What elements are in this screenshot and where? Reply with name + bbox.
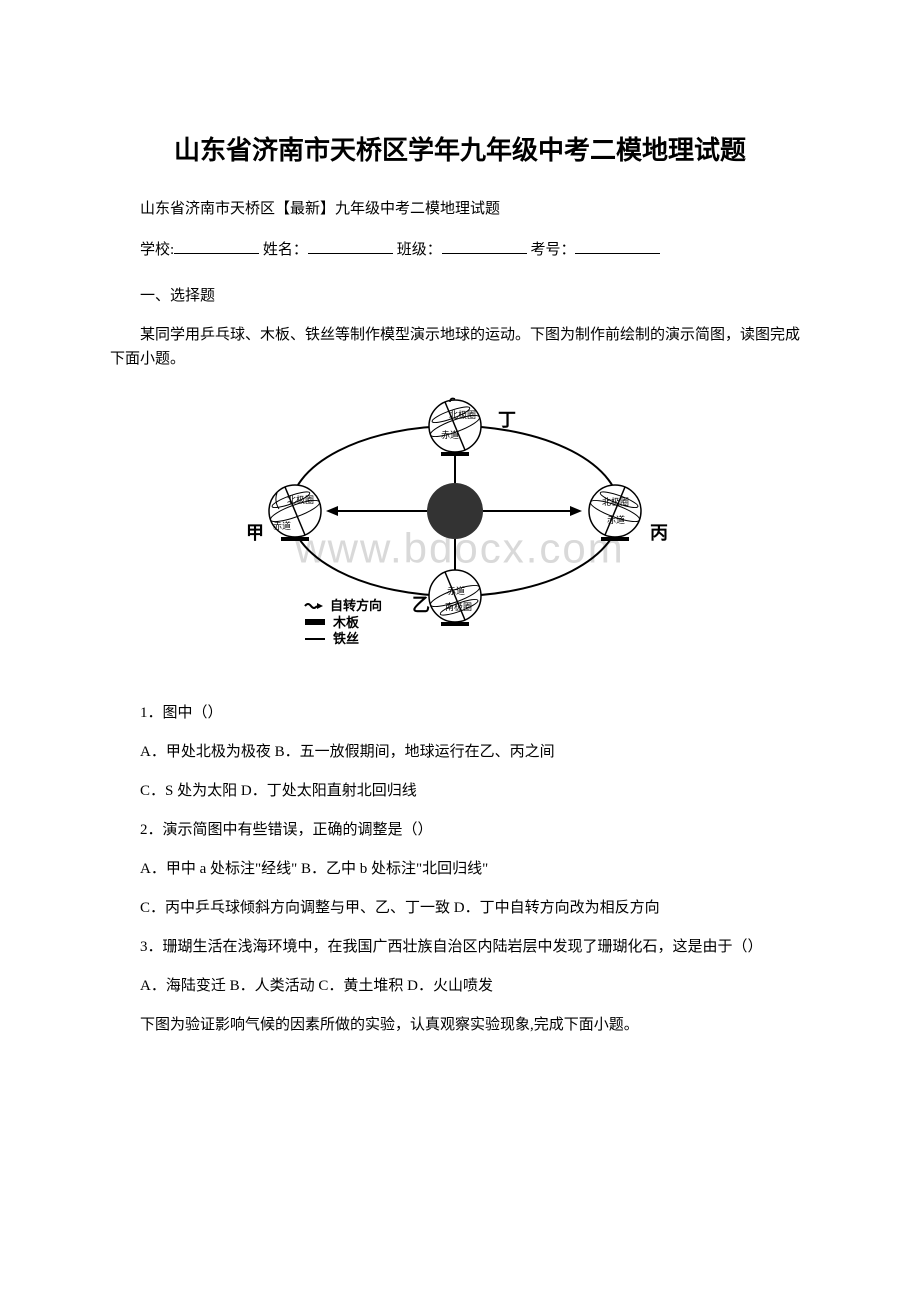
class-label: 班级： bbox=[397, 242, 442, 258]
fig-beijiquan-right: 北极圈 bbox=[602, 496, 629, 507]
label-bing: 丙 bbox=[650, 523, 668, 543]
fig-chidao-bottom: 赤道 bbox=[447, 585, 465, 596]
q1-optD: D．丁处太阳直射北回归线 bbox=[241, 783, 417, 799]
q3-optB: B．人类活动 bbox=[230, 978, 315, 994]
fig-beijiquan-left: 北极圈 bbox=[287, 494, 314, 505]
form-line: 学校: 姓名： 班级： 考号： bbox=[110, 238, 810, 259]
q3-stem: 3．珊瑚生活在浅海环境中，在我国广西壮族自治区内陆岩层中发现了珊瑚化石，这是由于… bbox=[110, 935, 810, 959]
label-jia: 甲 bbox=[246, 523, 264, 543]
q3-optC: C．黄土堆积 bbox=[318, 978, 403, 994]
q1-optC: C．S 处为太阳 bbox=[140, 783, 237, 799]
q1-optB: B．五一放假期间，地球运行在乙、丙之间 bbox=[275, 744, 555, 760]
examno-label: 考号： bbox=[530, 242, 575, 258]
q3-optA: A．海陆变迁 bbox=[140, 978, 226, 994]
q2-opts-ab: A．甲中 a 处标注"经线" B．乙中 b 处标注"北回归线" bbox=[110, 857, 810, 881]
legend-rotation: 自转方向 bbox=[330, 598, 382, 613]
class-blank[interactable] bbox=[442, 238, 527, 254]
intro-2: 下图为验证影响气候的因素所做的实验，认真观察实验现象,完成下面小题。 bbox=[110, 1013, 810, 1037]
section-header: 一、选择题 bbox=[110, 284, 810, 305]
q2-optA: A．甲中 a 处标注"经线" bbox=[140, 861, 297, 877]
page-title: 山东省济南市天桥区学年九年级中考二模地理试题 bbox=[110, 130, 810, 167]
school-blank[interactable] bbox=[174, 238, 259, 254]
fig-beijiquan-top: 北极圈 bbox=[449, 409, 476, 420]
q1-stem: 1．图中（） bbox=[110, 701, 810, 725]
q1-optA: A．甲处北极为极夜 bbox=[140, 744, 271, 760]
name-blank[interactable] bbox=[308, 238, 393, 254]
label-ding: 丁 bbox=[498, 410, 516, 430]
q1-opts-ab: A．甲处北极为极夜 B．五一放假期间，地球运行在乙、丙之间 bbox=[110, 740, 810, 764]
name-label: 姓名： bbox=[263, 242, 308, 258]
fig-chidao-left: 赤道 bbox=[273, 520, 291, 531]
figure-1: www.bdocx.com 北极圈 赤道 bbox=[110, 391, 810, 676]
examno-blank[interactable] bbox=[575, 238, 660, 254]
legend-wood: 木板 bbox=[332, 615, 360, 630]
q3-opts: A．海陆变迁 B．人类活动 C．黄土堆积 D．火山喷发 bbox=[110, 974, 810, 998]
q2-optC: C．丙中乒乓球倾斜方向调整与甲、乙、丁一致 bbox=[140, 900, 450, 916]
earth-orbit-diagram: 北极圈 赤道 丁 赤道 南极圈 乙 bbox=[230, 391, 690, 671]
fig-chidao-right: 赤道 bbox=[607, 514, 625, 525]
q1-opts-cd: C．S 处为太阳 D．丁处太阳直射北回归线 bbox=[110, 779, 810, 803]
intro-1: 某同学用乒乓球、木板、铁丝等制作模型演示地球的运动。下图为制作前绘制的演示简图，… bbox=[110, 323, 810, 371]
subtitle: 山东省济南市天桥区【最新】九年级中考二模地理试题 bbox=[110, 197, 810, 218]
q2-optD: D．丁中自转方向改为相反方向 bbox=[454, 900, 660, 916]
q2-optB: B．乙中 b 处标注"北回归线" bbox=[301, 861, 488, 877]
school-label: 学校: bbox=[140, 242, 174, 258]
q2-stem: 2．演示简图中有些错误，正确的调整是（） bbox=[110, 818, 810, 842]
q2-opts-cd: C．丙中乒乓球倾斜方向调整与甲、乙、丁一致 D．丁中自转方向改为相反方向 bbox=[110, 896, 810, 920]
legend-wire: 铁丝 bbox=[332, 631, 359, 646]
fig-nanjiquan-bottom: 南极圈 bbox=[445, 601, 472, 612]
fig-chidao-top: 赤道 bbox=[441, 429, 459, 440]
label-yi: 乙 bbox=[412, 595, 430, 615]
q3-optD: D．火山喷发 bbox=[407, 978, 493, 994]
